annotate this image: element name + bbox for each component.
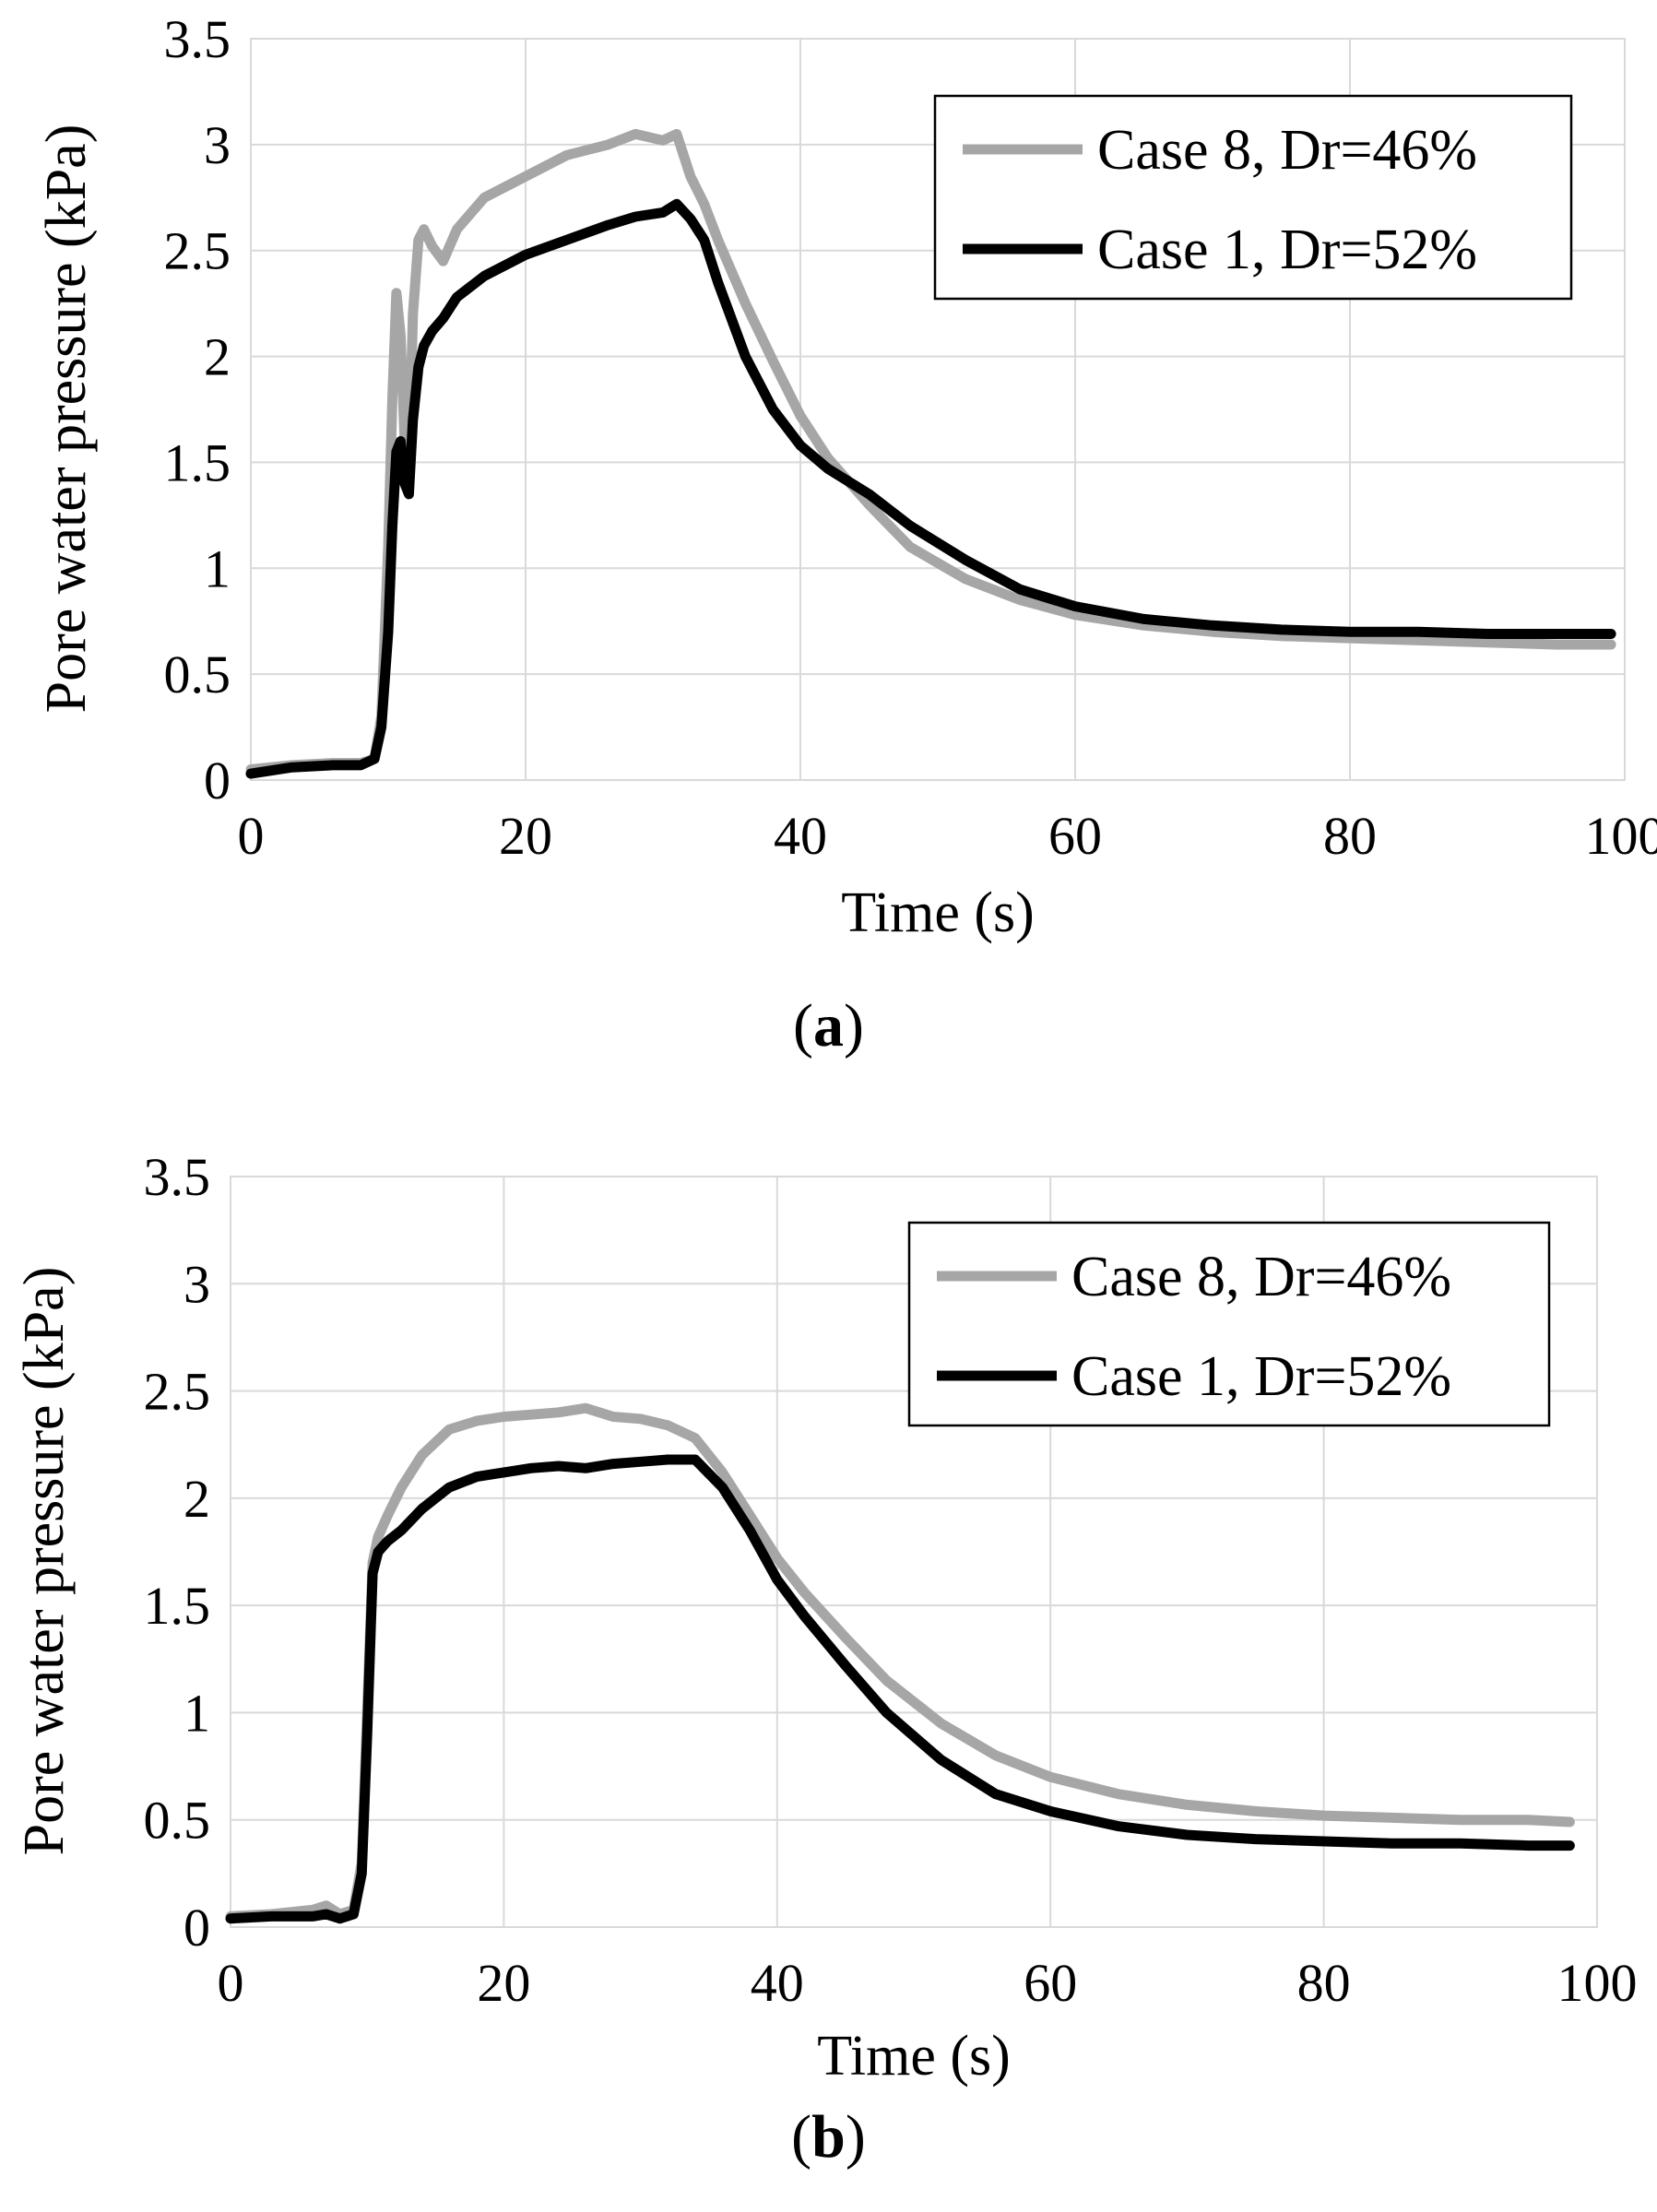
legend: Case 8, Dr=46% Case 1, Dr=52% [907, 1221, 1551, 1427]
legend-entry: Case 8, Dr=46% [1071, 1246, 1451, 1308]
legend-entry: Case 1, Dr=52% [1071, 1345, 1451, 1408]
caption-a-label: a [813, 992, 844, 1059]
legend-box [907, 1221, 1551, 1427]
figure-panel-a: 0 0.5 1 1.5 2 2.5 3 3.5 0 20 40 60 80 100 Time (s) Pore… [0, 0, 1657, 1097]
y-tick-label: 3 [204, 115, 231, 175]
y-tick-label: 2 [204, 327, 231, 387]
y-axis-title: Pore water pressure (kPa) [13, 1267, 76, 1856]
y-tick-label: 3.5 [144, 1147, 211, 1207]
series-line-case-8 [245, 128, 1616, 775]
plot-area [230, 1176, 1598, 1928]
series-line-case-1 [245, 198, 1616, 779]
caption-b-label: b [811, 2103, 846, 2171]
caption-a: (a) [793, 992, 864, 1059]
chart-a: 0 0.5 1 1.5 2 2.5 3 3.5 0 20 40 60 80 100 Time (s) Pore… [35, 9, 1657, 944]
caption-b: (b) [791, 2103, 866, 2171]
x-tick-label: 60 [1048, 806, 1102, 866]
y-tick-label: 3 [183, 1254, 210, 1314]
y-tick-label: 0 [183, 1898, 210, 1958]
chart-b: 0 0.5 1 1.5 2 2.5 3 3.5 0 20 40 60 80 100 Time (s) Pore… [13, 1147, 1638, 2088]
y-tick-label: 1 [204, 538, 231, 598]
y-tick-label: 2.5 [164, 221, 231, 281]
x-tick-label: 100 [1585, 806, 1657, 866]
legend: Case 8, Dr=46% Case 1, Dr=52% [933, 94, 1573, 301]
x-tick-label: 100 [1557, 1953, 1638, 2013]
y-tick-label: 2 [183, 1469, 210, 1529]
y-tick-label: 0.5 [144, 1791, 211, 1851]
y-tick-label: 1.5 [144, 1576, 211, 1636]
y-tick-label: 0 [204, 751, 231, 810]
x-tick-label: 20 [499, 806, 552, 866]
x-tick-label: 0 [218, 1953, 244, 2013]
legend-box [933, 94, 1573, 301]
plot-area [250, 38, 1626, 781]
y-tick-label: 1 [183, 1683, 210, 1743]
legend-entry: Case 1, Dr=52% [1097, 219, 1477, 281]
x-tick-label: 60 [1024, 1953, 1077, 2013]
y-tick-label: 2.5 [144, 1362, 211, 1422]
x-axis-title: Time (s) [817, 2025, 1011, 2088]
y-tick-label: 0.5 [164, 645, 231, 704]
x-tick-label: 40 [774, 806, 827, 866]
x-tick-label: 40 [751, 1953, 804, 2013]
x-tick-label: 0 [238, 806, 265, 866]
x-tick-label: 20 [477, 1953, 530, 2013]
y-tick-label: 1.5 [164, 432, 231, 492]
x-tick-label: 80 [1323, 806, 1377, 866]
figure-panel-b: 0 0.5 1 1.5 2 2.5 3 3.5 0 20 40 60 80 100 Time (s) Pore… [0, 1097, 1657, 2212]
legend-entry: Case 8, Dr=46% [1097, 119, 1477, 182]
series-line-case-1 [225, 1454, 1575, 1924]
y-axis-title: Pore water pressure (kPa) [35, 124, 98, 714]
x-axis-title: Time (s) [841, 881, 1035, 944]
y-tick-label: 3.5 [164, 9, 231, 69]
x-tick-label: 80 [1297, 1953, 1351, 2013]
